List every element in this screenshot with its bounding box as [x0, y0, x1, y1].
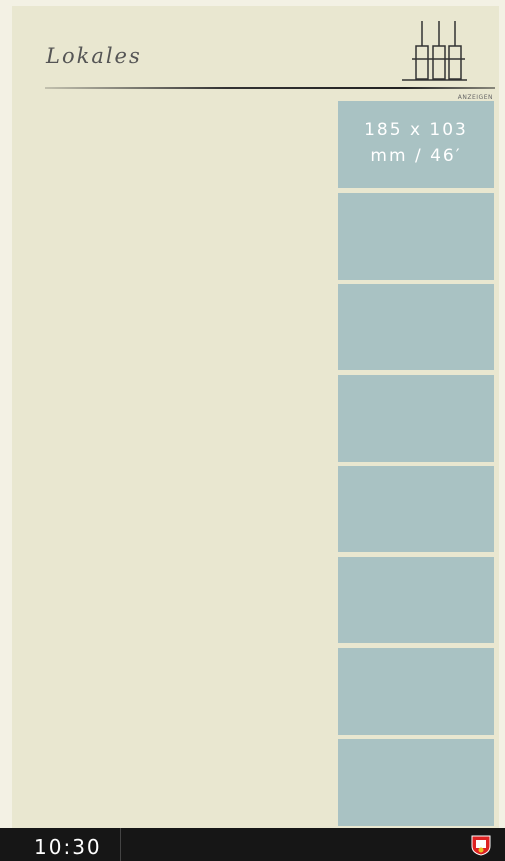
ad-slot	[338, 193, 494, 280]
ad-slot: 185 x 103 mm / 46′	[338, 101, 494, 188]
footer-divider	[120, 828, 121, 861]
ads-label: ANZEIGEN	[458, 94, 493, 101]
ad-slot	[338, 648, 494, 735]
footer-bar: 10:30	[0, 828, 505, 861]
screen: Lokales ANZEIGEN 185 x 103 mm / 46′	[12, 6, 499, 828]
ad-slot	[338, 739, 494, 826]
section-title: Lokales	[46, 44, 142, 68]
ad-slot	[338, 557, 494, 643]
page: {"header": {"title": "Lokales", "label":…	[0, 0, 505, 861]
ad-slot	[338, 375, 494, 462]
ad-slot	[338, 466, 494, 552]
logo-icon	[392, 16, 467, 81]
coat-of-arms	[470, 834, 492, 856]
ad-text: 185 x 103 mm / 46′	[338, 101, 494, 169]
header-rule	[45, 87, 495, 89]
ad-line: mm / 46′	[338, 143, 494, 169]
ad-line: 185 x 103	[338, 117, 494, 143]
clock: 10:30	[34, 835, 102, 859]
ad-slot	[338, 284, 494, 370]
